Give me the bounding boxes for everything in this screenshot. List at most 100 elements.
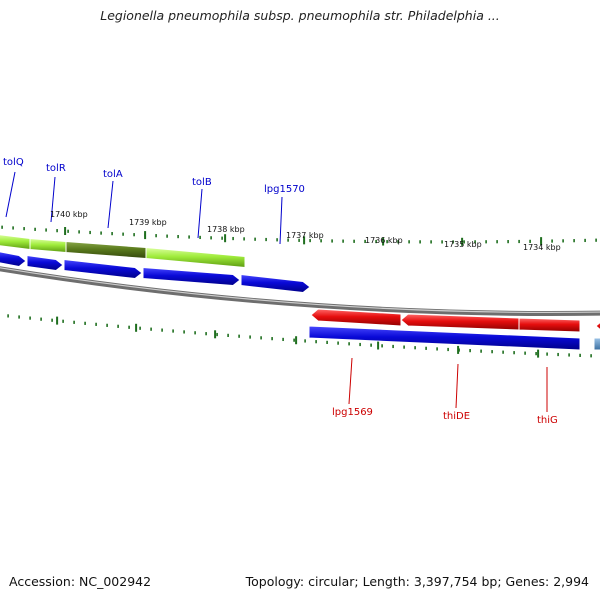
gene-label-thig[interactable]: thiG [537, 415, 558, 426]
tick-minor [238, 334, 240, 338]
tick-minor [535, 352, 537, 356]
tick-minor [359, 342, 361, 347]
scale-label-1735: 1735 kbp [444, 240, 482, 249]
gene-feature-steel[interactable] [593, 337, 600, 351]
tick-minor [496, 240, 498, 244]
tick-minor [584, 238, 586, 243]
map-title: Legionella pneumophila subsp. pneumophil… [100, 8, 500, 23]
leader-line [50, 176, 56, 223]
gene-feature-dark-green[interactable] [65, 240, 147, 260]
gene-feature-blue[interactable] [142, 266, 241, 287]
tick-minor [337, 341, 339, 345]
tick-minor [590, 354, 592, 358]
tick-minor [73, 320, 75, 324]
tick-minor [414, 346, 416, 350]
gene-feature-blue[interactable] [240, 273, 311, 294]
tick-major [214, 330, 217, 339]
tick-minor [254, 237, 256, 241]
tick-major [295, 336, 298, 345]
genome-backbone-highlight [0, 267, 600, 314]
gene-feature-green[interactable] [0, 234, 31, 251]
tick-minor [386, 240, 388, 244]
gene-label-lpg1570[interactable]: lpg1570 [264, 184, 305, 195]
tick-minor [232, 236, 234, 241]
gene-label-tolq[interactable]: tolQ [3, 157, 24, 168]
tick-minor [573, 239, 575, 243]
tick-minor [122, 232, 124, 236]
tick-minor [551, 239, 553, 243]
leader-line [197, 188, 203, 239]
tick-minor [436, 347, 438, 351]
tick-minor [392, 344, 394, 349]
tick-minor [474, 240, 476, 244]
tick-minor [557, 352, 559, 357]
scale-label-1734: 1734 kbp [523, 243, 561, 252]
gene-label-thide[interactable]: thiDE [443, 411, 470, 422]
gene-feature-green[interactable] [29, 237, 67, 254]
tick-minor [111, 232, 113, 236]
gene-feature-green[interactable] [145, 246, 246, 269]
tick-major [377, 341, 380, 350]
gene-feature-red[interactable] [595, 320, 600, 332]
scale-label-1736: 1736 kbp [365, 236, 403, 245]
tick-minor [177, 234, 179, 239]
tick-minor [397, 240, 399, 244]
tick-minor [419, 240, 421, 244]
tick-minor [304, 339, 306, 343]
tick-minor [243, 237, 245, 241]
accession-label: Accession: NC_002942 [9, 574, 152, 589]
tick-minor [375, 239, 377, 244]
tick-major [144, 231, 147, 240]
tick-minor [221, 236, 223, 240]
gene-feature-red[interactable] [518, 317, 581, 333]
gene-feature-blue[interactable] [63, 258, 143, 280]
tick-minor [100, 231, 102, 235]
tick-minor [51, 318, 53, 322]
tick-minor [326, 340, 328, 345]
tick-major [64, 227, 67, 236]
tick-minor [161, 328, 163, 332]
tick-minor [348, 342, 350, 346]
tick-major [457, 345, 460, 354]
leader-line [455, 363, 459, 409]
tick-minor [276, 238, 278, 242]
tick-minor [166, 234, 168, 238]
tick-minor [216, 332, 218, 337]
tick-minor [491, 350, 493, 354]
tick-major [382, 237, 385, 246]
gene-feature-red[interactable] [400, 313, 520, 331]
tick-minor [353, 239, 355, 243]
tick-minor [150, 327, 152, 331]
tick-minor [425, 346, 427, 350]
tick-minor [447, 347, 449, 352]
label-leader-lines [5, 171, 548, 412]
tick-minor [18, 315, 20, 319]
tick-minor [128, 325, 130, 329]
tick-minor [518, 239, 520, 244]
scale-label-1738: 1738 kbp [207, 225, 245, 234]
tick-minor [408, 240, 410, 244]
tick-minor [7, 314, 9, 318]
gene-label-tola[interactable]: tolA [103, 169, 123, 180]
gene-label-tolr[interactable]: tolR [46, 163, 66, 174]
gene-feature-blue[interactable] [308, 325, 581, 351]
leader-line [107, 180, 114, 229]
tick-minor [12, 226, 14, 230]
tick-minor [480, 349, 482, 353]
tick-minor [529, 239, 531, 243]
tick-minor [441, 240, 443, 244]
tick-major [224, 234, 227, 243]
tick-minor [469, 349, 471, 353]
tick-minor [463, 240, 465, 244]
leader-line [5, 171, 16, 218]
tick-minor [331, 239, 333, 243]
gene-label-lpg1569[interactable]: lpg1569 [332, 407, 373, 418]
tick-minor [287, 238, 289, 242]
scale-label-1737: 1737 kbp [286, 231, 324, 240]
gene-feature-blue[interactable] [0, 251, 27, 268]
gene-feature-blue[interactable] [26, 254, 64, 272]
gene-label-tolb[interactable]: tolB [192, 177, 212, 188]
lower-tick-track [7, 314, 592, 358]
tick-minor [67, 229, 69, 233]
